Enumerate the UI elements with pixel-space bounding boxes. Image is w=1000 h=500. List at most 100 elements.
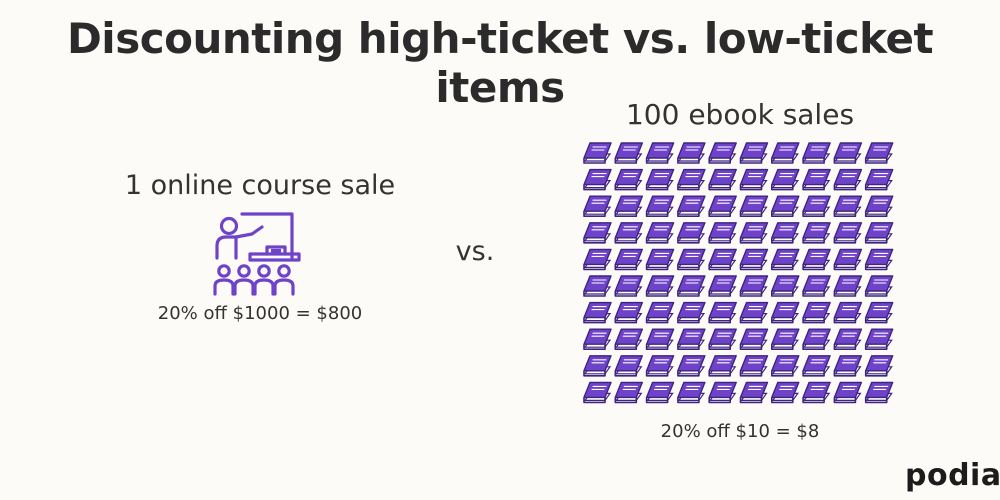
book-icon xyxy=(614,248,643,271)
book-icon xyxy=(771,168,800,191)
vs-separator: vs. xyxy=(455,236,495,267)
book-icon xyxy=(833,222,863,244)
book-icon xyxy=(614,355,643,377)
course-discount-caption: 20% off $1000 = $800 xyxy=(157,303,363,324)
book-icon xyxy=(864,328,894,350)
book-icon xyxy=(802,381,831,404)
book-icon xyxy=(739,328,769,350)
book-icon xyxy=(864,355,894,377)
book-icon xyxy=(677,275,706,297)
book-icon xyxy=(677,142,706,164)
page-title: Discounting high-ticket vs. low-ticket i… xyxy=(66,14,934,112)
book-icon xyxy=(739,248,769,271)
book-icon xyxy=(802,328,831,350)
book-icon xyxy=(771,195,800,218)
book-icon xyxy=(708,168,737,191)
book-icon xyxy=(708,328,737,350)
book-icon xyxy=(833,195,863,218)
book-icon xyxy=(802,168,831,191)
ebook-discount-caption: 20% off $10 = $8 xyxy=(660,421,820,442)
book-icon xyxy=(833,355,863,377)
book-icon xyxy=(677,328,706,350)
book-icon xyxy=(739,195,769,218)
book-icon xyxy=(645,142,675,164)
book-icon xyxy=(583,301,612,324)
book-icon xyxy=(677,195,706,218)
book-icon xyxy=(802,222,831,244)
book-icon xyxy=(833,142,863,164)
book-icon xyxy=(645,248,675,271)
book-icon xyxy=(739,355,769,377)
podia-logo: podia xyxy=(905,458,1000,493)
book-icon xyxy=(864,222,894,244)
ebook-label: 100 ebook sales xyxy=(625,98,855,131)
book-icon xyxy=(645,381,675,404)
book-icon xyxy=(677,248,706,271)
book-icon xyxy=(583,355,612,377)
book-icon xyxy=(583,248,612,271)
book-icon xyxy=(771,301,800,324)
book-icon xyxy=(645,168,675,191)
book-icon xyxy=(583,168,612,191)
book-icon xyxy=(864,168,894,191)
course-label: 1 online course sale xyxy=(124,170,396,201)
book-icon xyxy=(583,195,612,218)
book-icon xyxy=(583,381,612,404)
book-icon xyxy=(833,328,863,350)
book-icon xyxy=(802,248,831,271)
book-icon xyxy=(771,381,800,404)
book-icon xyxy=(739,275,769,297)
book-icon xyxy=(677,301,706,324)
book-icon xyxy=(864,301,894,324)
book-icon xyxy=(771,248,800,271)
book-icon xyxy=(583,142,612,164)
book-icon xyxy=(645,328,675,350)
book-icon xyxy=(614,328,643,350)
book-icon xyxy=(708,275,737,297)
book-icon xyxy=(864,275,894,297)
book-icon xyxy=(645,301,675,324)
book-icon xyxy=(708,301,737,324)
book-icon xyxy=(708,248,737,271)
book-icon xyxy=(739,168,769,191)
book-icon xyxy=(864,142,894,164)
book-icon xyxy=(583,222,612,244)
book-icon xyxy=(645,355,675,377)
book-icon xyxy=(771,328,800,350)
book-icon xyxy=(614,381,643,404)
book-icon xyxy=(677,381,706,404)
book-icon xyxy=(583,328,612,350)
book-icon xyxy=(802,301,831,324)
book-icon xyxy=(833,301,863,324)
book-icon xyxy=(583,275,612,297)
book-icon xyxy=(833,381,863,404)
book-icon xyxy=(645,222,675,244)
book-icon xyxy=(802,355,831,377)
book-icon xyxy=(614,275,643,297)
book-icon xyxy=(614,301,643,324)
book-icon xyxy=(708,195,737,218)
book-icon xyxy=(677,168,706,191)
book-icon xyxy=(864,381,894,404)
book-icon xyxy=(833,248,863,271)
book-icon xyxy=(677,355,706,377)
book-icon xyxy=(739,381,769,404)
book-icon xyxy=(614,142,643,164)
book-icon xyxy=(708,381,737,404)
book-icon xyxy=(771,142,800,164)
book-icon xyxy=(708,222,737,244)
book-icon xyxy=(645,275,675,297)
book-icon xyxy=(739,301,769,324)
book-icon xyxy=(864,195,894,218)
book-icon xyxy=(802,275,831,297)
book-icon xyxy=(802,142,831,164)
book-icon xyxy=(771,275,800,297)
book-icon xyxy=(802,195,831,218)
book-icon xyxy=(833,275,863,297)
teacher-classroom-icon xyxy=(213,212,301,296)
book-icon xyxy=(771,222,800,244)
book-icon xyxy=(614,195,643,218)
book-icon xyxy=(864,248,894,271)
book-icon xyxy=(708,142,737,164)
book-icon xyxy=(614,222,643,244)
